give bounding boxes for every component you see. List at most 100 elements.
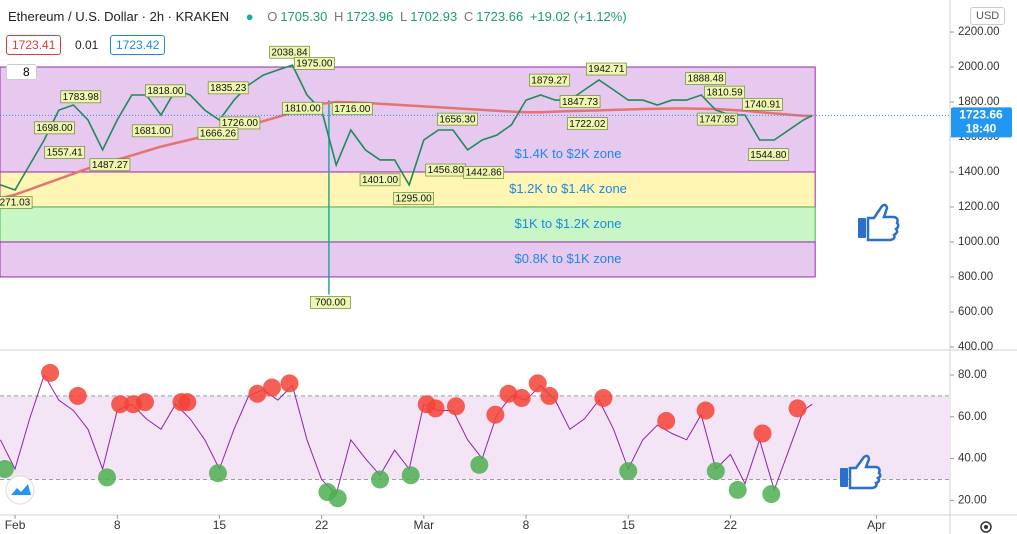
overbought-dot bbox=[262, 378, 281, 397]
status-dot: ● bbox=[245, 9, 254, 24]
oversold-dot bbox=[328, 489, 347, 508]
zone-label: $1K to $1.2K zone bbox=[515, 216, 622, 231]
price-label: 1975.00 bbox=[296, 59, 333, 70]
overbought-dot bbox=[135, 393, 154, 412]
price-line bbox=[0, 64, 813, 191]
price-label-box bbox=[742, 97, 783, 111]
price-label: 1557.41 bbox=[47, 148, 84, 159]
thumbs-up bbox=[858, 203, 900, 242]
x-tick-label: Apr bbox=[867, 518, 886, 532]
price-label: 1698.00 bbox=[36, 123, 73, 134]
price-label-box bbox=[359, 173, 401, 187]
price-label-box bbox=[310, 296, 351, 309]
overbought-dot bbox=[512, 388, 531, 407]
price-label: 1666.26 bbox=[200, 129, 237, 140]
price-label: 1456.80 bbox=[428, 165, 465, 176]
ohlc-key: O bbox=[267, 9, 278, 24]
oversold-dot bbox=[706, 462, 725, 481]
moving-average bbox=[0, 100, 813, 200]
currency-button[interactable]: USD bbox=[970, 7, 1006, 25]
price-label: 1747.85 bbox=[699, 114, 736, 125]
sell-button[interactable]: 1723.41 bbox=[6, 35, 62, 55]
price-label-box bbox=[437, 112, 478, 126]
price-label: 700.00 bbox=[315, 298, 346, 309]
ohlc-key: L bbox=[399, 9, 408, 24]
price-label: 1716.00 bbox=[334, 104, 371, 115]
indicator-badge[interactable]: 8 bbox=[6, 64, 37, 80]
price-label-box bbox=[293, 57, 335, 70]
y-tick-label: 1000.00 bbox=[958, 236, 1000, 248]
overbought-dot bbox=[248, 384, 267, 403]
y-tick-label: 2000.00 bbox=[958, 61, 1000, 73]
y-tick-label: 400.00 bbox=[958, 341, 993, 353]
price-label-box bbox=[585, 62, 627, 76]
overbought-dot bbox=[594, 388, 613, 407]
price-label-box bbox=[44, 146, 86, 159]
price-label-box bbox=[704, 85, 745, 99]
price-label-box bbox=[269, 45, 310, 59]
price-label: 1783.98 bbox=[63, 92, 100, 103]
settings-icon[interactable] bbox=[980, 521, 992, 533]
price-label-box bbox=[282, 101, 324, 115]
thumbs-up bbox=[840, 454, 882, 490]
spread: 0.01 bbox=[75, 38, 99, 52]
y-tick-label: 2200.00 bbox=[958, 26, 1000, 38]
x-tick-label: Feb bbox=[5, 518, 26, 532]
price-label: 1401.00 bbox=[362, 175, 399, 186]
oversold-dot bbox=[401, 466, 420, 485]
x-tick-label: 15 bbox=[213, 518, 227, 532]
header: Ethereum / U.S. Dollar · 2h · KRAKEN ● O… bbox=[8, 9, 630, 24]
y-tick-label: 1800.00 bbox=[958, 96, 1000, 108]
price-label: 1942.71 bbox=[588, 64, 625, 75]
price-label: 1810.00 bbox=[285, 103, 322, 114]
x-tick-label: 8 bbox=[114, 518, 121, 532]
zone bbox=[0, 206, 816, 243]
price-label: 1888.48 bbox=[688, 74, 725, 85]
overbought-dot bbox=[41, 363, 60, 382]
price-label-box bbox=[197, 127, 239, 140]
ohlc-key: C bbox=[463, 9, 474, 24]
plot: $1.4K to $2K zone $1.2K to $1.4K zone $1K … bbox=[0, 26, 1012, 532]
zone-label: $0.8K to $1K zone bbox=[515, 251, 622, 266]
overbought-dot bbox=[280, 374, 299, 393]
y-tick-label: 80.00 bbox=[958, 369, 987, 381]
ohlc-value: 1702.93 bbox=[410, 9, 458, 24]
y-tick-label: 1400.00 bbox=[958, 166, 1000, 178]
price-label-box bbox=[559, 95, 601, 109]
oversold-dot bbox=[619, 462, 638, 481]
change: +19.02 (+1.12%) bbox=[529, 9, 627, 24]
y-tick-label: 60.00 bbox=[958, 411, 987, 423]
price-tag-time: 18:40 bbox=[966, 122, 997, 136]
price-label-box bbox=[529, 73, 570, 87]
oversold-dot bbox=[208, 464, 227, 483]
overbought-dot bbox=[446, 397, 465, 416]
ohlc-value: 1705.30 bbox=[280, 9, 328, 24]
overbought-dot bbox=[696, 401, 715, 420]
price-label: 1271.03 bbox=[0, 198, 31, 209]
price-label-box bbox=[131, 124, 173, 138]
price-label: 1847.73 bbox=[562, 97, 599, 108]
overbought-dot bbox=[111, 395, 130, 414]
price-label-box bbox=[566, 117, 608, 130]
price-label: 1656.30 bbox=[439, 114, 476, 125]
ohlc-key: H bbox=[333, 9, 344, 24]
price-label-box bbox=[219, 116, 261, 130]
y-tick-label: 40.00 bbox=[958, 453, 987, 465]
price-label: 1681.00 bbox=[134, 126, 171, 137]
buy-button[interactable]: 1723.42 bbox=[110, 35, 166, 55]
symbol: Ethereum / U.S. Dollar · 2h · KRAKEN bbox=[8, 9, 230, 24]
logo-icon[interactable] bbox=[5, 475, 35, 505]
x-tick-label: 22 bbox=[315, 518, 329, 532]
price-label-box bbox=[145, 84, 186, 98]
x-tick-label: Mar bbox=[413, 518, 434, 532]
oversold-dot bbox=[98, 468, 117, 487]
x-tick-label: 22 bbox=[724, 518, 738, 532]
price-label-box bbox=[34, 121, 75, 135]
overbought-dot bbox=[178, 393, 197, 412]
price-label: 1835.23 bbox=[210, 83, 247, 94]
price-label-box bbox=[696, 112, 738, 126]
zone bbox=[0, 241, 816, 278]
zone-label: $1.2K to $1.4K zone bbox=[509, 181, 627, 196]
overbought-dot bbox=[486, 405, 505, 424]
